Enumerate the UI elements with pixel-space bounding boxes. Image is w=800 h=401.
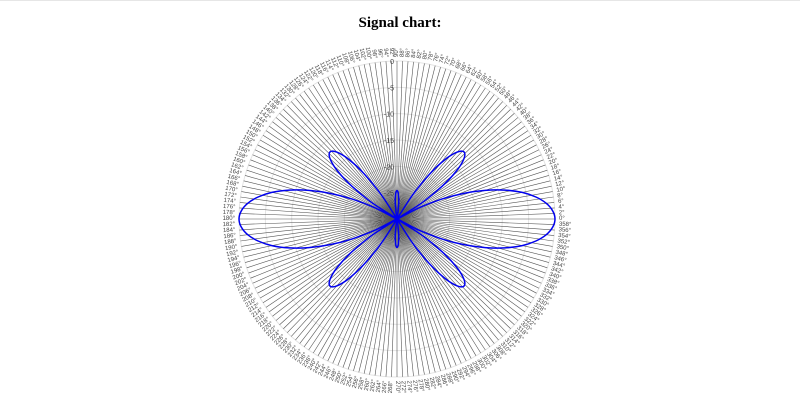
grid-spoke [304,219,397,347]
grid-spoke [397,69,446,219]
angular-tick-label: 356° [558,227,571,234]
grid-spoke [247,170,397,219]
angular-tick-label: 88° [400,47,406,57]
radial-tick-label: 0 [390,59,394,66]
angular-tick-label: 4° [558,204,565,210]
angular-tick-label: 268° [388,380,394,393]
angular-tick-label: 86° [405,48,412,58]
grid-spoke [269,219,397,312]
radial-tick-label: -10 [384,112,394,119]
grid-spoke [397,219,525,312]
grid-spoke [269,126,397,219]
angular-tick-label: 270° [394,381,400,394]
radial-tick-label: -20 [384,164,394,171]
grid-spoke [397,91,490,219]
grid-spoke [247,219,397,268]
angular-tick-label: 358° [559,222,572,228]
grid-spoke [348,219,397,369]
angular-tick-label: 6° [558,198,565,205]
grid-spoke [397,170,547,219]
grid-spoke [397,126,525,219]
radial-tick-label: -5 [388,85,394,92]
grid-spoke [397,219,490,347]
grid-spoke [397,219,446,369]
angular-tick-label: 2° [559,210,566,216]
grid-spoke [304,91,397,219]
radial-tick-label: -25 [384,191,394,198]
radial-tick-label: -15 [384,138,394,145]
grid-spoke [397,219,547,268]
angular-tick-label: 272° [400,381,406,394]
angular-tick-label: 84° [411,48,418,58]
